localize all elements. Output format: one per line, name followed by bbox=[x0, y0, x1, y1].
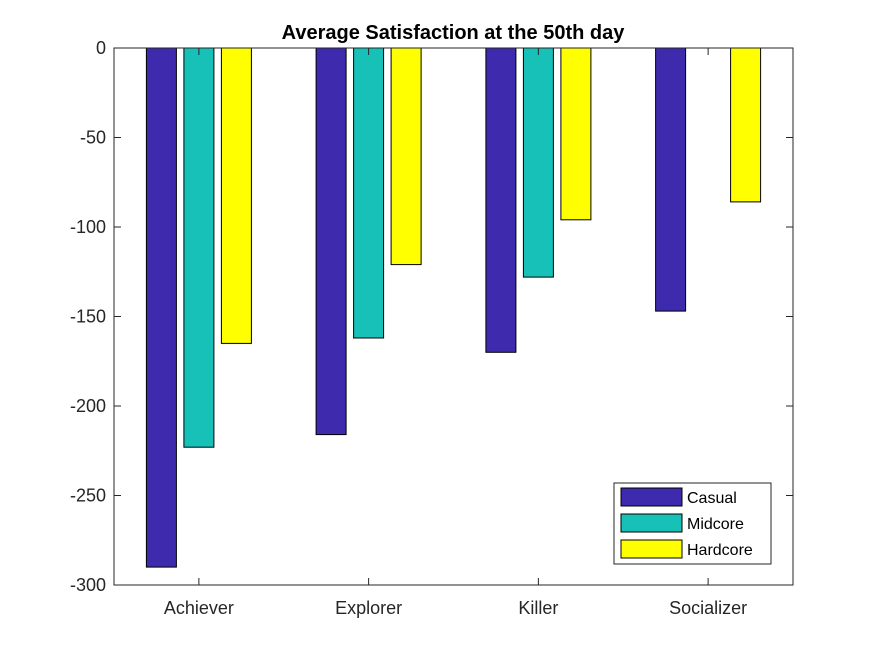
y-tick-label: 0 bbox=[96, 38, 106, 58]
legend-label-casual: Casual bbox=[687, 490, 737, 507]
legend-swatch-casual bbox=[620, 487, 683, 507]
bar-hardcore-explorer bbox=[390, 47, 422, 266]
bar-midcore-killer bbox=[522, 47, 554, 278]
y-tick-label: -50 bbox=[80, 128, 106, 148]
legend: Casual Midcore Hardcore bbox=[613, 482, 772, 565]
y-tick-label: -250 bbox=[70, 486, 106, 506]
bar-casual-explorer bbox=[315, 47, 347, 436]
bar-casual-socializer bbox=[655, 47, 687, 312]
bar-casual-killer bbox=[485, 47, 517, 353]
legend-swatch-hardcore bbox=[620, 539, 683, 559]
x-tick-label: Socializer bbox=[669, 598, 747, 618]
bar-hardcore-socializer bbox=[730, 47, 762, 203]
y-tick-label: -150 bbox=[70, 307, 106, 327]
bar-casual-achiever bbox=[145, 47, 177, 568]
legend-label-midcore: Midcore bbox=[687, 516, 744, 533]
x-axis: Achiever Explorer Killer Socializer bbox=[164, 48, 747, 618]
bar-hardcore-achiever bbox=[220, 47, 252, 344]
bars-group bbox=[145, 47, 762, 568]
bar-midcore-achiever bbox=[183, 47, 215, 448]
x-tick-label: Achiever bbox=[164, 598, 234, 618]
y-axis: 0 -50 -100 -150 -200 -250 -300 bbox=[70, 38, 793, 595]
bar-midcore-explorer bbox=[353, 47, 385, 339]
x-tick-label: Explorer bbox=[335, 598, 402, 618]
x-tick-label: Killer bbox=[518, 598, 558, 618]
y-tick-label: -100 bbox=[70, 217, 106, 237]
legend-label-hardcore: Hardcore bbox=[687, 542, 753, 559]
y-tick-label: -300 bbox=[70, 575, 106, 595]
bar-hardcore-killer bbox=[560, 47, 592, 221]
legend-swatch-midcore bbox=[620, 513, 683, 533]
y-tick-label: -200 bbox=[70, 396, 106, 416]
chart-title: Average Satisfaction at the 50th day bbox=[282, 22, 626, 44]
